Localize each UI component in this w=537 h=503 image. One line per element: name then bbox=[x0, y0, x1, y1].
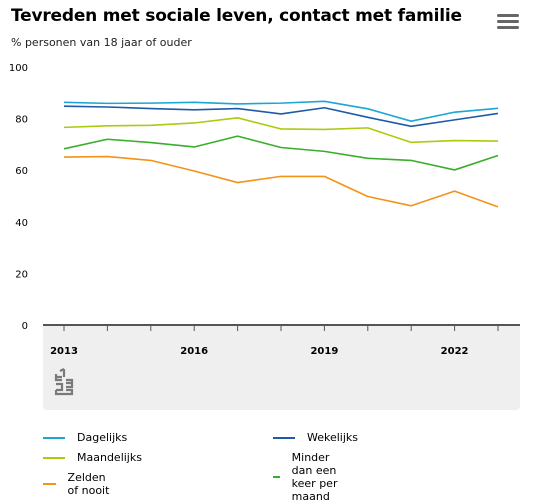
legend-swatch bbox=[43, 456, 65, 459]
series-line-3 bbox=[63, 117, 499, 144]
legend-item[interactable]: Maandelijks bbox=[43, 451, 142, 464]
legend-item[interactable]: Minder dan een keer per maand bbox=[273, 451, 345, 503]
legend-item[interactable]: Dagelijks bbox=[43, 431, 127, 444]
chart-subtitle: % personen van 18 jaar of ouder bbox=[11, 36, 192, 49]
y-tick-label: 80 bbox=[15, 115, 28, 126]
legend-label: Minder dan een keer per maand bbox=[291, 451, 338, 503]
x-tick-label: 2013 bbox=[50, 346, 78, 357]
y-tick-label: 20 bbox=[15, 269, 28, 280]
y-tick-label: 100 bbox=[9, 63, 28, 74]
legend-item[interactable]: Zelden of nooit bbox=[43, 471, 115, 497]
y-tick-label: 60 bbox=[15, 166, 28, 177]
legend-swatch bbox=[273, 476, 280, 478]
legend-label: Wekelijks bbox=[307, 431, 359, 444]
series-line-2 bbox=[63, 105, 499, 128]
series-line-4 bbox=[63, 135, 499, 171]
hamburger-menu-icon[interactable] bbox=[497, 14, 519, 32]
chart-title: Tevreden met sociale leven, contact met … bbox=[11, 6, 462, 26]
legend-item[interactable]: Wekelijks bbox=[273, 431, 358, 444]
legend-swatch bbox=[43, 436, 65, 439]
legend-label: Maandelijks bbox=[77, 451, 142, 464]
cbs-logo-icon bbox=[54, 368, 74, 396]
chart-footer-panel bbox=[43, 324, 520, 410]
y-tick-label: 40 bbox=[15, 218, 28, 229]
x-tick-label: 2022 bbox=[441, 346, 469, 357]
y-tick-label: 0 bbox=[22, 321, 28, 332]
legend-swatch bbox=[43, 483, 56, 485]
x-tick-label: 2019 bbox=[310, 346, 338, 357]
x-tick-label: 2016 bbox=[180, 346, 208, 357]
legend-label: Dagelijks bbox=[77, 431, 128, 444]
legend-label: Zelden of nooit bbox=[67, 471, 110, 497]
series-line-1 bbox=[63, 100, 499, 122]
series-line-5 bbox=[63, 155, 499, 208]
legend-swatch bbox=[273, 436, 295, 439]
